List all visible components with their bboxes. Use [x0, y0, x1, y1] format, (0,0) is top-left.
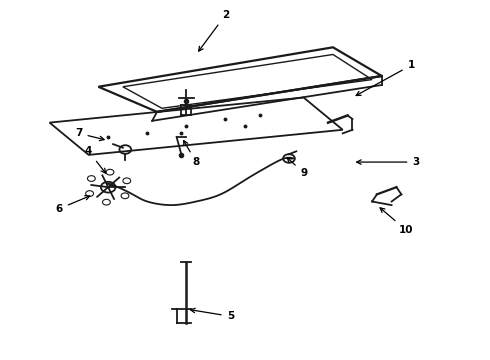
Text: 3: 3 — [357, 157, 419, 167]
Text: 7: 7 — [75, 129, 104, 141]
Text: 2: 2 — [198, 10, 229, 51]
Text: 8: 8 — [184, 140, 200, 167]
Text: 5: 5 — [191, 308, 234, 321]
Text: 9: 9 — [287, 158, 307, 178]
Text: 6: 6 — [56, 195, 90, 214]
Text: 1: 1 — [356, 60, 415, 95]
Text: 10: 10 — [380, 208, 414, 235]
Text: 4: 4 — [85, 146, 106, 173]
